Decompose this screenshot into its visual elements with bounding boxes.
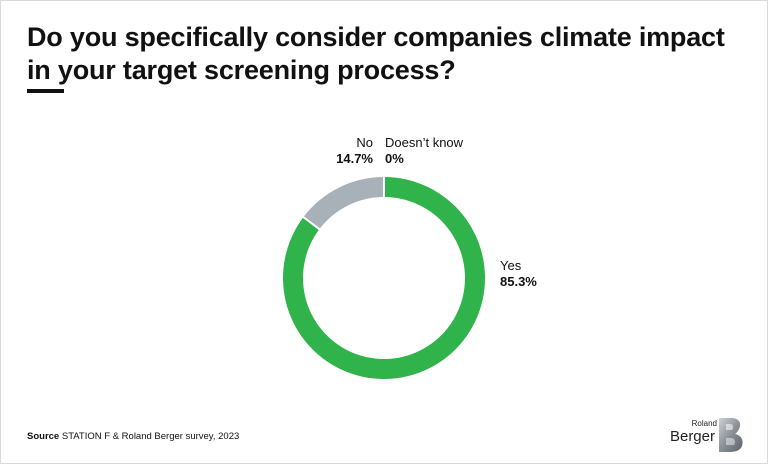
source-note: Source STATION F & Roland Berger survey,…: [27, 431, 239, 442]
slice-name-doesnt-know: Doesn’t know: [385, 135, 464, 150]
slice-name-yes: Yes: [500, 258, 522, 273]
roland-berger-logo: Roland Berger: [669, 417, 745, 453]
slice-value-doesnt-know: 0%: [385, 151, 404, 166]
slice-label-yes: Yes 85.3%: [500, 258, 537, 290]
chart-title: Do you specifically consider companies c…: [27, 22, 725, 85]
source-label: Source: [27, 431, 60, 442]
title-underline: [27, 89, 64, 93]
slice-label-no: No 14.7%: [313, 135, 373, 167]
slice-label-doesnt-know: Doesn’t know 0%: [385, 135, 463, 167]
slice-value-yes: 85.3%: [500, 274, 537, 289]
slice-no: [303, 177, 384, 230]
slice-value-no: 14.7%: [336, 151, 373, 166]
source-text: STATION F & Roland Berger survey, 2023: [61, 431, 240, 442]
logo-mark-icon: [719, 418, 743, 452]
slice-name-no: No: [356, 135, 373, 150]
logo-text-bottom: Berger: [669, 428, 715, 445]
slice-separator-mid: [302, 215, 321, 231]
logo-text-top: Roland: [691, 419, 717, 428]
